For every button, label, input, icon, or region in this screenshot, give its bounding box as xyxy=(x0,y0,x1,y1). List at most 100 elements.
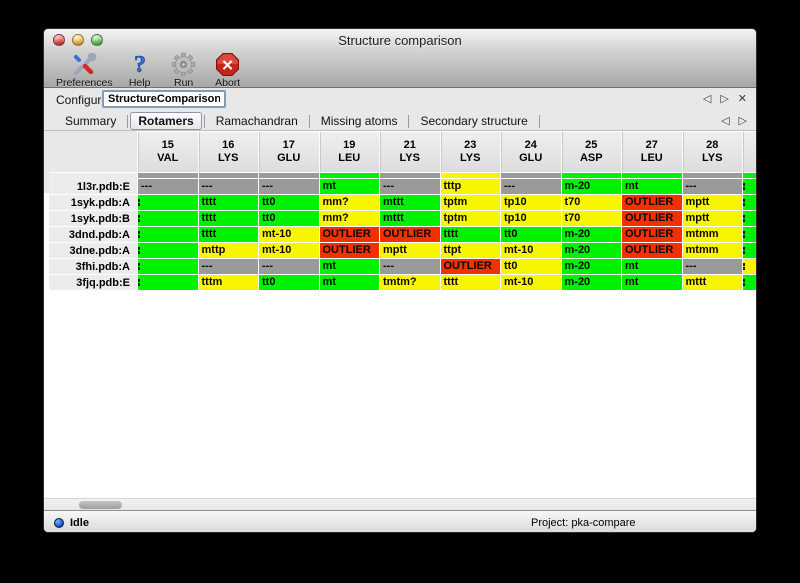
column-header[interactable]: 19 LEU xyxy=(319,132,380,172)
table-cell[interactable]: tptm xyxy=(440,211,501,227)
table-cell[interactable]: tt0 xyxy=(259,211,320,227)
table-cell[interactable]: --- xyxy=(380,179,441,195)
table-cell[interactable]: mtmm xyxy=(682,243,743,259)
scrollbar-thumb[interactable] xyxy=(79,501,122,509)
table-cell[interactable]: --- xyxy=(198,259,259,275)
table-cell[interactable]: mt xyxy=(319,179,380,195)
table-cell[interactable]: m-20 xyxy=(561,179,622,195)
column-header[interactable]: 21 LYS xyxy=(380,132,441,172)
row-label[interactable]: 3fjq.pdb:E xyxy=(49,275,137,291)
column-header[interactable]: 17 GLU xyxy=(259,132,320,172)
help-button[interactable]: ? Help xyxy=(123,52,157,89)
table-cell[interactable] xyxy=(138,243,199,259)
column-header[interactable]: 28 LYS xyxy=(682,132,743,172)
column-header[interactable]: 16 LYS xyxy=(198,132,259,172)
table-cell[interactable]: --- xyxy=(682,259,743,275)
table-cell[interactable]: tttt xyxy=(198,227,259,243)
table-cell[interactable]: ttpt xyxy=(440,243,501,259)
table-cell[interactable]: mt xyxy=(622,259,683,275)
table-cell[interactable]: tttt xyxy=(198,211,259,227)
table-cell[interactable]: --- xyxy=(501,179,562,195)
table-cell[interactable] xyxy=(138,227,199,243)
table-cell[interactable]: mt xyxy=(622,275,683,291)
table-cell[interactable]: mt-10 xyxy=(501,243,562,259)
table-cell[interactable]: mttt xyxy=(380,195,441,211)
zoom-window-button[interactable] xyxy=(91,34,103,46)
preferences-button[interactable]: Preferences xyxy=(56,52,113,89)
tabs-prev-icon[interactable]: ◁ xyxy=(721,115,730,127)
table-cell[interactable] xyxy=(138,195,199,211)
column-header[interactable]: 15 VAL xyxy=(138,132,199,172)
configure-close-icon[interactable]: ✕ xyxy=(737,93,747,105)
run-button[interactable]: Run xyxy=(167,52,201,89)
table-cell[interactable]: --- xyxy=(259,179,320,195)
table-cell[interactable] xyxy=(138,211,199,227)
table-cell[interactable]: tttt xyxy=(198,195,259,211)
table-cell[interactable]: tt0 xyxy=(501,259,562,275)
table-cell[interactable]: tttm xyxy=(198,275,259,291)
minimize-window-button[interactable] xyxy=(72,34,84,46)
table-cell[interactable]: mptt xyxy=(380,243,441,259)
table-cell[interactable]: mtmm xyxy=(682,227,743,243)
table-cell[interactable]: --- xyxy=(259,259,320,275)
tab-summary[interactable]: Summary xyxy=(65,114,117,128)
table-cell[interactable]: OUTLIER xyxy=(440,259,501,275)
row-label[interactable]: 1syk.pdb:A xyxy=(49,195,137,211)
table-cell[interactable]: mt xyxy=(319,259,380,275)
table-cell[interactable]: m-20 xyxy=(561,259,622,275)
table-cell[interactable]: mptt xyxy=(682,211,743,227)
table-cell[interactable]: tp10 xyxy=(501,195,562,211)
table-cell[interactable]: tp10 xyxy=(501,211,562,227)
horizontal-scrollbar[interactable] xyxy=(44,498,756,510)
table-cell[interactable]: --- xyxy=(682,179,743,195)
row-label[interactable]: 3dne.pdb:A xyxy=(49,243,137,259)
table-cell[interactable]: tttt xyxy=(440,275,501,291)
row-label[interactable]: 3fhi.pdb:A xyxy=(49,259,137,275)
title-bar[interactable]: Structure comparison xyxy=(44,29,756,51)
tabs-next-icon[interactable]: ▷ xyxy=(738,115,747,127)
table-cell[interactable]: tttp xyxy=(440,179,501,195)
table-cell[interactable]: mttt xyxy=(380,211,441,227)
configure-name-input[interactable] xyxy=(102,90,226,108)
table-cell[interactable]: mt-10 xyxy=(501,275,562,291)
table-cell[interactable]: OUTLIER xyxy=(622,211,683,227)
table-cell[interactable]: mt-10 xyxy=(259,227,320,243)
tab-secondary-structure[interactable]: Secondary structure xyxy=(420,114,528,128)
table-cell[interactable]: t70 xyxy=(561,195,622,211)
table-cell[interactable]: tt0 xyxy=(501,227,562,243)
table-cell[interactable]: mttt xyxy=(682,275,743,291)
table-cell[interactable]: OUTLIER xyxy=(380,227,441,243)
table-cell[interactable]: tmtm? xyxy=(380,275,441,291)
table-cell[interactable]: tttt xyxy=(440,227,501,243)
table-cell[interactable]: t70 xyxy=(561,211,622,227)
table-cell[interactable]: --- xyxy=(138,179,199,195)
table-cell[interactable] xyxy=(138,275,199,291)
table-cell[interactable]: mm? xyxy=(319,195,380,211)
table-cell[interactable]: m-20 xyxy=(561,243,622,259)
configure-prev-icon[interactable]: ◁ xyxy=(702,93,712,105)
row-label[interactable]: 1l3r.pdb:E xyxy=(49,179,137,195)
table-cell[interactable] xyxy=(138,259,199,275)
table-cell[interactable]: m-20 xyxy=(561,227,622,243)
column-header[interactable]: 27 LEU xyxy=(622,132,683,172)
table-cell[interactable]: OUTLIER xyxy=(319,227,380,243)
configure-next-icon[interactable]: ▷ xyxy=(720,93,729,105)
tab-missing-atoms[interactable]: Missing atoms xyxy=(320,114,398,128)
abort-button[interactable]: ✕ Abort xyxy=(211,52,245,89)
close-window-button[interactable] xyxy=(53,34,65,46)
tab-ramachandran[interactable]: Ramachandran xyxy=(215,114,298,128)
tab-rotamers[interactable]: Rotamers xyxy=(130,112,202,130)
row-label[interactable]: 3dnd.pdb:A xyxy=(49,227,137,243)
table-cell[interactable]: mt xyxy=(319,275,380,291)
table-cell[interactable]: mt-10 xyxy=(259,243,320,259)
column-header[interactable]: 23 LYS xyxy=(440,132,501,172)
column-header[interactable]: 24 GLU xyxy=(501,132,562,172)
table-cell[interactable]: --- xyxy=(380,259,441,275)
table-cell[interactable]: mm? xyxy=(319,211,380,227)
table-cell[interactable]: OUTLIER xyxy=(319,243,380,259)
table-cell[interactable]: OUTLIER xyxy=(622,243,683,259)
row-label[interactable]: 1syk.pdb:B xyxy=(49,211,137,227)
table-cell[interactable]: m-20 xyxy=(561,275,622,291)
table-cell[interactable]: tptm xyxy=(440,195,501,211)
table-cell[interactable]: tt0 xyxy=(259,275,320,291)
